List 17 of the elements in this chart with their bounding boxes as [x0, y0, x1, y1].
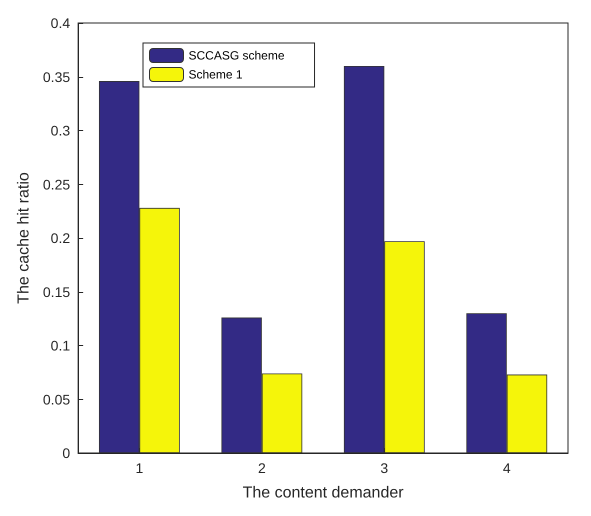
y-tick-label: 0.4: [50, 15, 70, 31]
y-tick-label: 0.1: [50, 338, 70, 354]
y-axis-title: The cache hit ratio: [16, 172, 32, 304]
y-tick-label: 0.35: [42, 68, 70, 85]
y-tick-label: 0.05: [42, 391, 70, 408]
x-tick-label: 4: [502, 460, 511, 476]
y-tick-label: 0.3: [50, 122, 70, 138]
y-tick-label: 0.15: [42, 284, 70, 300]
y-tick-label: 0.2: [50, 230, 70, 246]
legend-label: SCCASG scheme: [188, 48, 285, 62]
legend-label: Scheme 1: [188, 68, 243, 82]
x-axis-title: The content demander: [242, 484, 404, 502]
y-tick-label: 0: [62, 445, 70, 461]
x-tick-label: 2: [258, 460, 266, 476]
x-tick-label: 1: [135, 460, 144, 476]
x-tick-label: 3: [380, 460, 388, 476]
y-tick-label: 0.25: [42, 176, 70, 192]
